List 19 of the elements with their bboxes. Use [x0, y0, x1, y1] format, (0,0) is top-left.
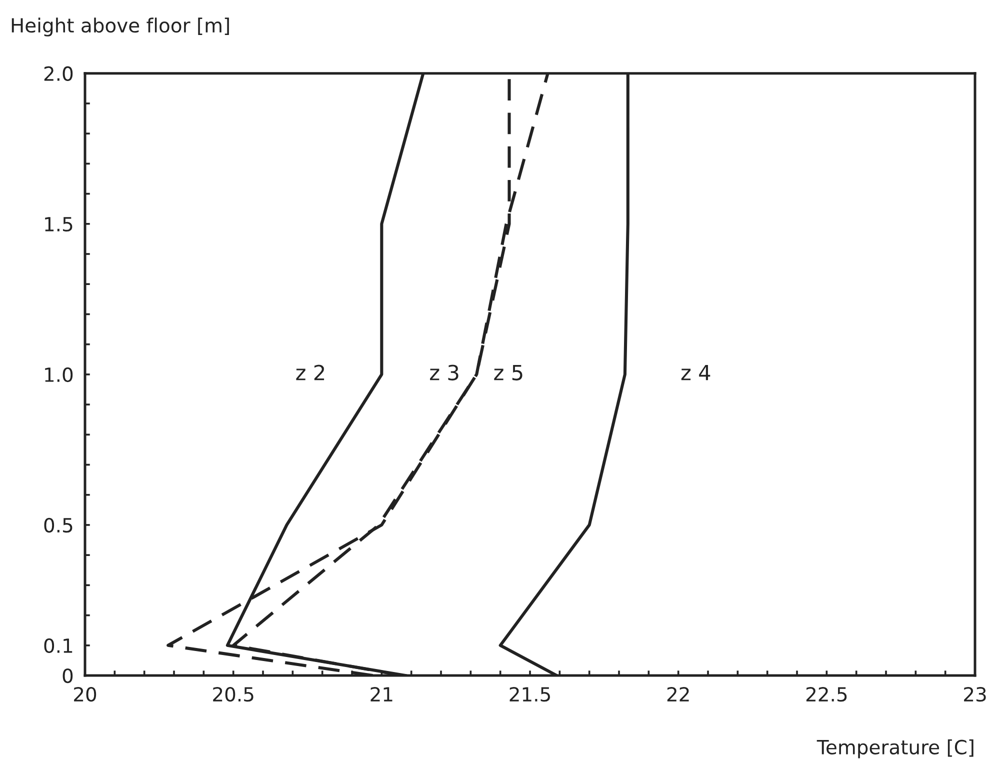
- x-tick-label: 21: [370, 686, 392, 702]
- text: z 2: [296, 364, 324, 380]
- x-tick-label: 20: [74, 686, 96, 702]
- y-tick-label: 0.1: [44, 638, 72, 654]
- x-tick-label: 22.5: [806, 686, 847, 702]
- y-tick-label: 1.0: [45, 367, 73, 382]
- y-tick-label: 0.5: [44, 518, 72, 533]
- series-label: z 5: [494, 364, 522, 380]
- x-tick-label: 20.5: [213, 686, 254, 702]
- y-axis-title: Height above floor [m]: [12, 18, 229, 36]
- text: z 4: [681, 364, 710, 380]
- x-tick-label: 21.5: [510, 686, 550, 702]
- x-tick-label: 22: [667, 686, 689, 702]
- y-tick-label: 2.0: [44, 66, 73, 82]
- x-axis-title: Temperature [C]: [816, 739, 974, 758]
- x-tick-label: 23: [964, 686, 986, 702]
- y-tick-label: 1.5: [45, 217, 72, 232]
- y-tick-label: 0: [62, 668, 73, 684]
- series-label: z 3: [430, 364, 458, 380]
